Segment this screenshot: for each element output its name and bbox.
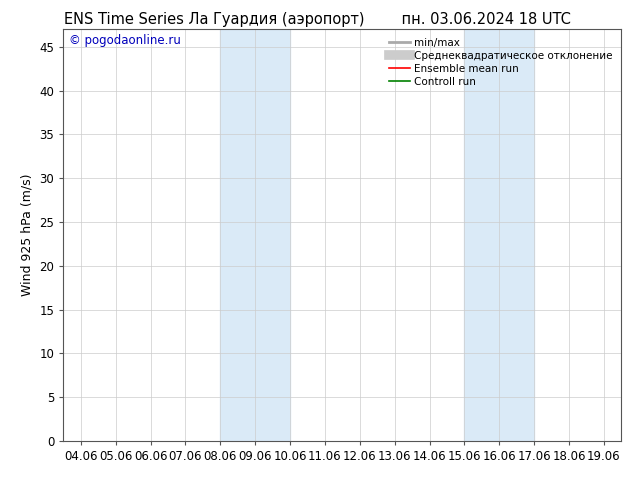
Legend: min/max, Среднеквадратическое отклонение, Ensemble mean run, Controll run: min/max, Среднеквадратическое отклонение… bbox=[386, 35, 616, 90]
Y-axis label: Wind 925 hPa (m/s): Wind 925 hPa (m/s) bbox=[21, 174, 34, 296]
Bar bbox=[464, 29, 534, 441]
Text: ENS Time Series Ла Гуардия (аэропорт)        пн. 03.06.2024 18 UTC: ENS Time Series Ла Гуардия (аэропорт) пн… bbox=[63, 12, 571, 27]
Text: © pogodaonline.ru: © pogodaonline.ru bbox=[69, 33, 181, 47]
Bar bbox=[221, 29, 290, 441]
